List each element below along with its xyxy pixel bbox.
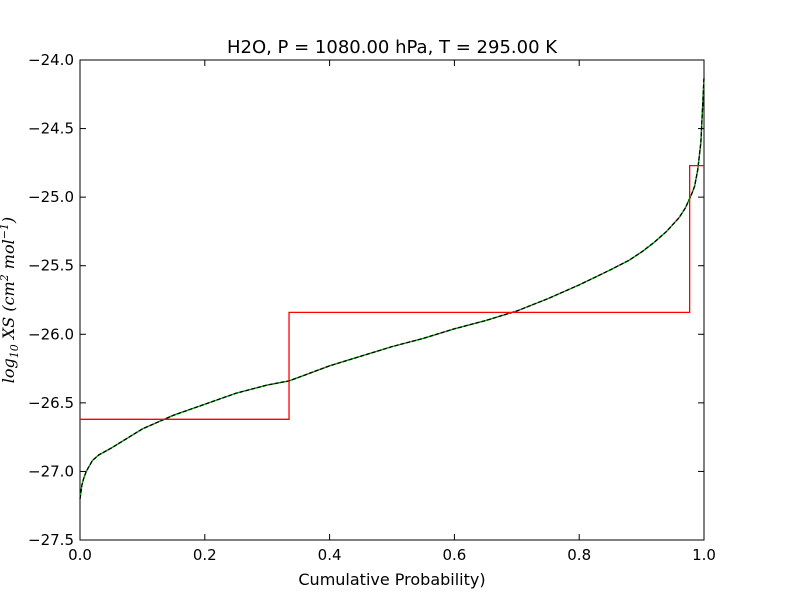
- y-tick-label: −26.5: [28, 394, 74, 412]
- y-axis-label: log10 XS (cm2 mol−1): [0, 217, 21, 383]
- x-axis-label: Cumulative Probability): [298, 570, 485, 589]
- x-tick-label: 0.4: [318, 546, 342, 564]
- chart-title: H2O, P = 1080.00 hPa, T = 295.00 K: [227, 37, 558, 58]
- plot-frame: [79, 59, 705, 541]
- y-tick-label: −25.5: [28, 257, 74, 275]
- y-axis-label-text: log: [0, 358, 18, 383]
- y-tick-label: −24.0: [28, 51, 74, 69]
- x-tick-label: 1.0: [692, 546, 716, 564]
- x-tick-label: 0.6: [442, 546, 466, 564]
- x-tick-label: 0.0: [68, 546, 92, 564]
- y-tick-label: −24.5: [28, 120, 74, 138]
- series-step-1: [80, 164, 704, 420]
- x-tick-label: 0.2: [193, 546, 217, 564]
- series-curve-0: [79, 77, 705, 499]
- y-tick-label: −27.5: [28, 531, 74, 549]
- y-tick-label: −26.0: [28, 325, 74, 343]
- series-layer: [79, 77, 705, 499]
- y-tick-label: −27.0: [28, 462, 74, 480]
- y-tick-label: −25.0: [28, 188, 74, 206]
- x-axis-ticks: 0.0 0.2 0.4 0.6 0.8 1.0: [68, 60, 716, 564]
- y-axis-ticks: −24.0 −24.5 −25.0 −25.5 −26.0 −26.5 −27.0 −27.5: [28, 51, 704, 549]
- x-tick-label: 0.8: [567, 546, 591, 564]
- plot-area: 0.0 0.2 0.4 0.6 0.8 1.0 −24.0−24.5−25.0−25.5−…: [28, 51, 716, 564]
